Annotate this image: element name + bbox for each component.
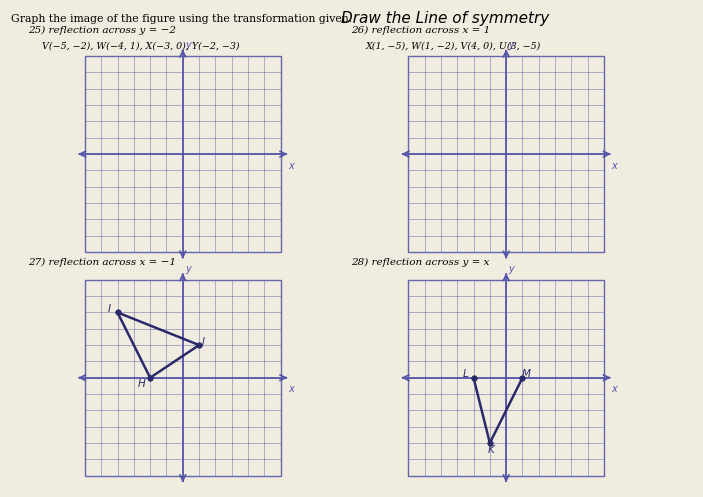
Text: M: M (522, 369, 531, 379)
Text: I: I (108, 304, 111, 314)
Text: y: y (185, 40, 191, 50)
Text: Graph the image of the figure using the transformation given.: Graph the image of the figure using the … (11, 14, 352, 24)
Text: x: x (288, 384, 294, 394)
Text: x: x (612, 384, 617, 394)
Text: V(−5, −2), W(−4, 1), X(−3, 0), Y(−2, −3): V(−5, −2), W(−4, 1), X(−3, 0), Y(−2, −3) (42, 42, 240, 51)
Bar (408, 280, 604, 476)
Bar (408, 56, 604, 252)
Bar (85, 56, 280, 252)
Text: K: K (488, 445, 495, 455)
Text: X(1, −5), W(1, −2), V(4, 0), U(3, −5): X(1, −5), W(1, −2), V(4, 0), U(3, −5) (366, 42, 541, 51)
Bar (85, 280, 280, 476)
Text: 25) reflection across y = −2: 25) reflection across y = −2 (28, 26, 176, 35)
Text: 28) reflection across y = x: 28) reflection across y = x (352, 258, 490, 267)
Text: 26) reflection across x = 1: 26) reflection across x = 1 (352, 26, 491, 35)
Text: y: y (508, 263, 515, 273)
Text: L: L (463, 369, 468, 379)
Text: x: x (612, 161, 617, 170)
Text: x: x (288, 161, 294, 170)
Text: J: J (202, 337, 205, 347)
Text: y: y (508, 40, 515, 50)
Text: Draw the Line of symmetry: Draw the Line of symmetry (341, 11, 549, 26)
Text: H: H (138, 379, 146, 389)
Text: 27) reflection across x = −1: 27) reflection across x = −1 (28, 258, 176, 267)
Text: y: y (185, 263, 191, 273)
